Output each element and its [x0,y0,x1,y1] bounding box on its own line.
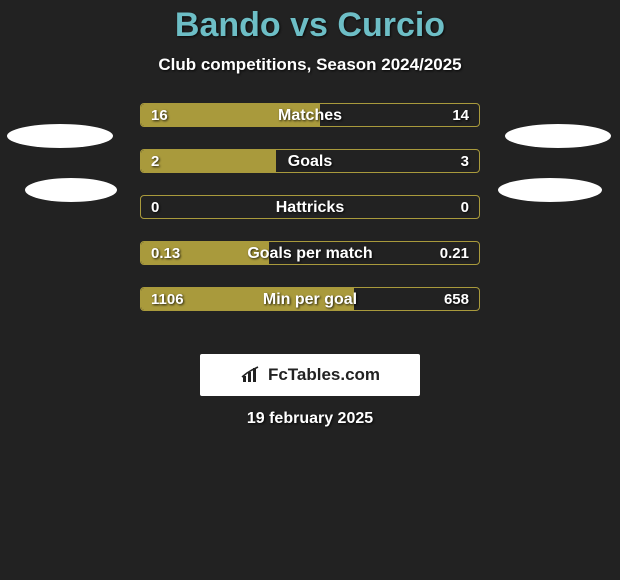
stat-row: 23Goals [0,149,620,173]
date-text: 19 february 2025 [0,410,620,428]
stat-value-left: 0 [151,196,159,219]
infographic-root: Bando vs Curcio Club competitions, Seaso… [0,0,620,580]
avatar-ellipse [25,178,117,202]
avatar-ellipse [498,178,602,202]
chart-icon [240,366,262,384]
brand-text: FcTables.com [268,365,380,385]
stat-value-right: 3 [461,150,469,173]
stat-value-right: 0 [461,196,469,219]
bar-container: 0.130.21Goals per match [140,241,480,265]
stat-value-left: 16 [151,104,168,127]
stat-value-left: 1106 [151,288,184,311]
stat-row: 0.130.21Goals per match [0,241,620,265]
bar-container: 1614Matches [140,103,480,127]
stat-value-right: 0.21 [440,242,469,265]
stat-value-left: 0.13 [151,242,180,265]
stat-value-right: 14 [452,104,469,127]
brand-badge: FcTables.com [200,354,420,396]
bar-container: 1106658Min per goal [140,287,480,311]
bar-container: 0 0Hattricks [140,195,480,219]
stat-value-left: 2 [151,150,159,173]
page-subtitle: Club competitions, Season 2024/2025 [0,55,620,75]
page-title: Bando vs Curcio [0,0,620,45]
stat-label: Hattricks [141,196,479,219]
bar-fill [141,150,276,172]
stat-row: 1614Matches [0,103,620,127]
avatar-ellipse [7,124,113,148]
stat-value-right: 658 [444,288,469,311]
avatar-ellipse [505,124,611,148]
stat-row: 1106658Min per goal [0,287,620,311]
bar-container: 23Goals [140,149,480,173]
